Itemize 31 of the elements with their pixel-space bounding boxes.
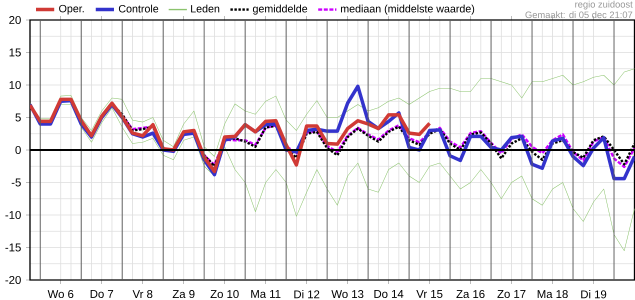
legend-label: Leden (191, 4, 220, 13)
x-tick-label: Ma 18 (538, 290, 568, 298)
x-tick-label: Zo 10 (210, 290, 239, 298)
y-tick-label: -5 (12, 178, 21, 186)
y-tick-label: -10 (5, 211, 21, 220)
line-series (30, 98, 432, 174)
x-tick-label: Di 19 (581, 290, 606, 298)
y-tick-label: 10 (10, 81, 21, 90)
x-tick-label: Wo 13 (331, 290, 364, 298)
x-tick-label: Di 12 (294, 290, 320, 298)
x-tick-label: Wo 6 (48, 290, 74, 298)
legend-label: gemiddelde (252, 4, 308, 15)
legend-label: Controle (118, 4, 158, 13)
text: regio zuidoost (575, 0, 633, 10)
x-tick-label: Vr 15 (416, 290, 442, 298)
y-tick-label: 20 (9, 16, 21, 24)
text: Gemaakt: di 05 dec 21:07 (525, 11, 632, 18)
x-tick-label: Za 9 (172, 290, 194, 298)
y-tick-label: 15 (10, 48, 21, 56)
y-tick-label: -20 (5, 276, 21, 284)
x-tick-label: Zo 17 (497, 290, 526, 298)
x-tick-label: Ma 11 (251, 290, 280, 298)
y-tick-label: 0 (15, 146, 21, 154)
x-tick-label: Do 14 (374, 290, 404, 298)
legend-label: Oper. (59, 4, 84, 14)
x-tick-label: Za 16 (456, 290, 485, 298)
y-tick-label: 5 (15, 114, 21, 122)
y-tick-label: -15 (5, 244, 21, 252)
legend-label: mediaan (middelste waarde) (340, 4, 474, 15)
x-tick-label: Do 7 (90, 290, 114, 298)
x-tick-label: Vr 8 (132, 290, 152, 298)
